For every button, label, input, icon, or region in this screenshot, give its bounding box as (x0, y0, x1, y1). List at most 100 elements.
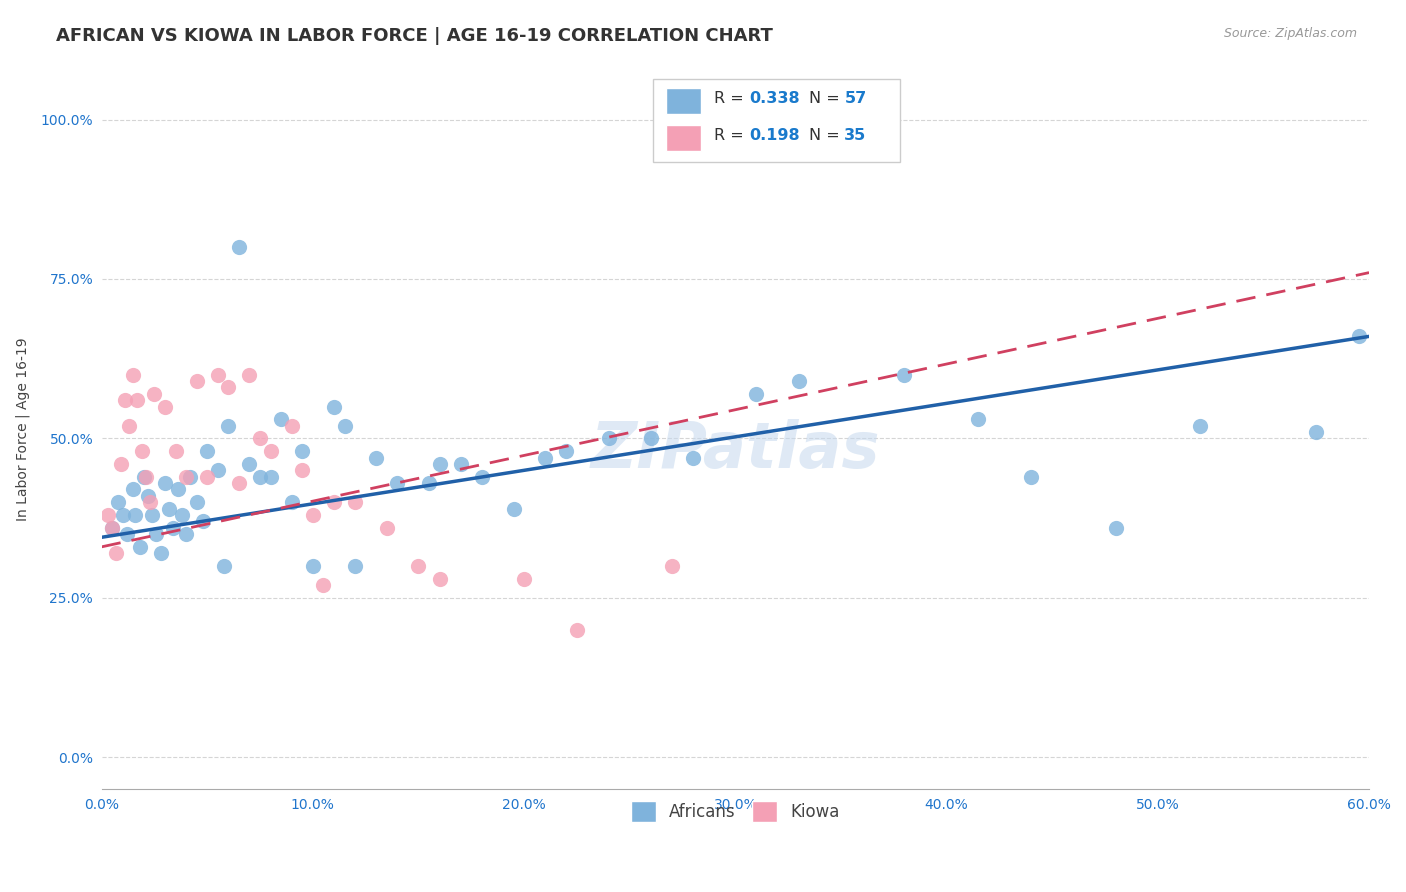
Point (145, 527, 167, 541)
Text: 57: 57 (845, 91, 866, 105)
Point (1104, 521, 1126, 535)
Point (114, 393, 136, 408)
Point (513, 572, 536, 586)
Point (170, 508, 193, 522)
Point (291, 463, 314, 477)
Point (166, 483, 188, 497)
Text: 35: 35 (845, 128, 866, 143)
Y-axis label: In Labor Force | Age 16-19: In Labor Force | Age 16-19 (15, 337, 30, 521)
Text: N =: N = (808, 128, 845, 143)
Point (1305, 425, 1327, 439)
Text: R =: R = (714, 91, 748, 105)
FancyBboxPatch shape (665, 88, 702, 114)
Point (301, 508, 323, 522)
Point (640, 432, 662, 446)
Point (139, 495, 162, 509)
Point (450, 457, 472, 471)
Point (375, 521, 398, 535)
Point (280, 495, 302, 509)
Point (745, 386, 768, 401)
Point (238, 368, 260, 382)
Point (312, 578, 335, 592)
Point (429, 457, 451, 471)
Point (135, 469, 157, 483)
Point (165, 444, 187, 458)
Point (661, 559, 683, 574)
Point (270, 412, 292, 426)
Point (122, 483, 145, 497)
Point (291, 444, 314, 458)
Point (101, 521, 124, 535)
Point (162, 521, 184, 535)
Point (228, 240, 250, 254)
Point (344, 559, 367, 574)
Point (105, 546, 128, 560)
Point (207, 368, 229, 382)
Point (195, 469, 218, 483)
Point (259, 469, 281, 483)
Point (128, 540, 150, 554)
Point (124, 508, 146, 522)
Point (174, 527, 197, 541)
Point (115, 527, 138, 541)
Legend: Africans, Kiowa: Africans, Kiowa (617, 788, 853, 835)
Point (207, 463, 229, 477)
Point (153, 400, 176, 414)
Point (157, 501, 180, 516)
Text: N =: N = (808, 91, 845, 105)
Point (565, 623, 588, 637)
Point (280, 418, 302, 433)
Point (127, 393, 149, 408)
Point (174, 469, 197, 483)
Point (471, 469, 494, 483)
Point (323, 400, 346, 414)
Point (323, 495, 346, 509)
Point (502, 501, 524, 516)
Point (111, 508, 134, 522)
Point (149, 546, 172, 560)
Point (186, 374, 208, 388)
Point (110, 457, 132, 471)
Point (534, 450, 557, 465)
Point (598, 432, 620, 446)
Point (1019, 469, 1042, 483)
Point (249, 469, 271, 483)
Point (429, 572, 451, 586)
Point (132, 469, 155, 483)
Point (1189, 418, 1212, 433)
Text: R =: R = (714, 128, 748, 143)
Point (893, 368, 915, 382)
Point (107, 495, 129, 509)
Point (136, 489, 159, 503)
Point (967, 412, 990, 426)
Point (143, 386, 166, 401)
Point (141, 508, 163, 522)
Point (387, 476, 409, 491)
Point (555, 444, 578, 458)
Point (787, 374, 810, 388)
Point (212, 559, 235, 574)
Point (682, 450, 704, 465)
Point (195, 444, 218, 458)
Point (191, 514, 214, 528)
Point (179, 469, 201, 483)
Point (97, 508, 120, 522)
Point (366, 450, 388, 465)
Point (118, 418, 141, 433)
Point (228, 476, 250, 491)
Point (238, 457, 260, 471)
Point (186, 495, 208, 509)
Point (122, 368, 145, 382)
Point (333, 418, 356, 433)
Text: Source: ZipAtlas.com: Source: ZipAtlas.com (1223, 27, 1357, 40)
Point (301, 559, 323, 574)
FancyBboxPatch shape (652, 79, 900, 162)
Point (153, 476, 176, 491)
Point (101, 521, 124, 535)
Text: 0.198: 0.198 (749, 128, 800, 143)
Point (217, 418, 239, 433)
Point (131, 444, 153, 458)
Point (217, 380, 239, 394)
FancyBboxPatch shape (665, 126, 702, 152)
Text: 0.338: 0.338 (749, 91, 800, 105)
